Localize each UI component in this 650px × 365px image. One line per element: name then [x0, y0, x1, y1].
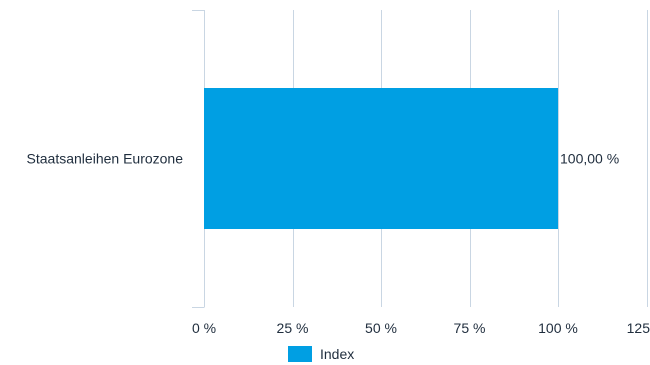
x-tick-labels: 0 % 25 % 50 % 75 % 100 % 125 % — [192, 320, 650, 336]
value-label-0: 100,00 % — [560, 151, 619, 167]
legend: Index — [288, 344, 354, 364]
x-tick-label-5: 125 % — [627, 320, 650, 336]
x-tick-label-3: 75 % — [454, 320, 486, 336]
legend-swatch-index — [288, 346, 312, 362]
bar-0 — [204, 88, 558, 229]
x-tick-label-2: 50 % — [365, 320, 397, 336]
x-tick-label-1: 25 % — [277, 320, 309, 336]
x-tick-label-0: 0 % — [192, 320, 216, 336]
legend-label-index: Index — [320, 346, 355, 362]
value-labels: 100,00 % — [560, 151, 619, 167]
bars — [204, 88, 558, 229]
category-labels: Staatsanleihen Eurozone — [27, 151, 184, 167]
category-label-0: Staatsanleihen Eurozone — [27, 151, 184, 167]
x-tick-label-4: 100 % — [538, 320, 578, 336]
